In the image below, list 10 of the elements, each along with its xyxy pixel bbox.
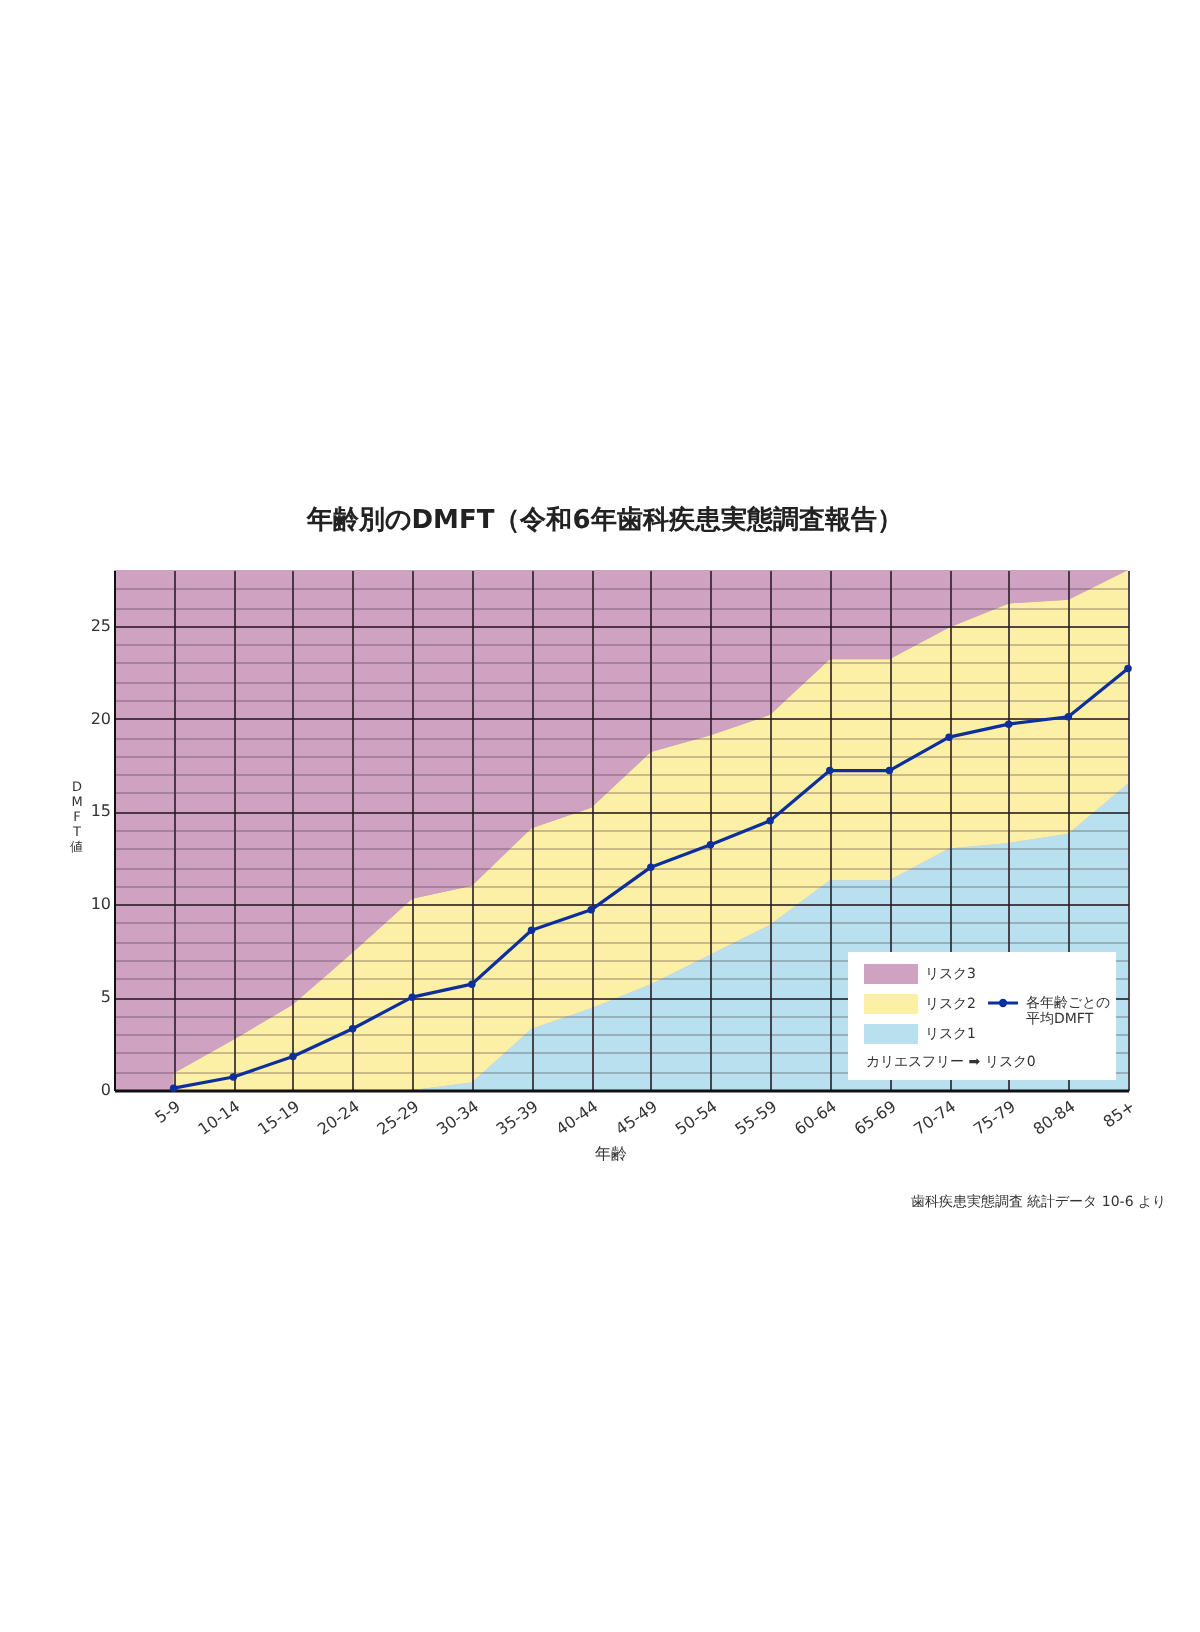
y-tick-label: 5 [100,988,111,1007]
chart-title: 年齢別のDMFT（令和6年歯科疾患実態調査報告） [305,504,903,536]
x-tick-label: 5-9 [152,1097,184,1128]
y-tick-label: 0 [100,1081,111,1099]
y-tick-label: 20 [90,709,111,728]
y-tick-label: 15 [90,802,111,821]
x-axis-title: 年齢 [595,1145,627,1163]
x-tick-label: 85+ [1100,1097,1139,1132]
y-tick-label: 25 [90,616,111,635]
y-tick-label: 10 [90,895,111,914]
